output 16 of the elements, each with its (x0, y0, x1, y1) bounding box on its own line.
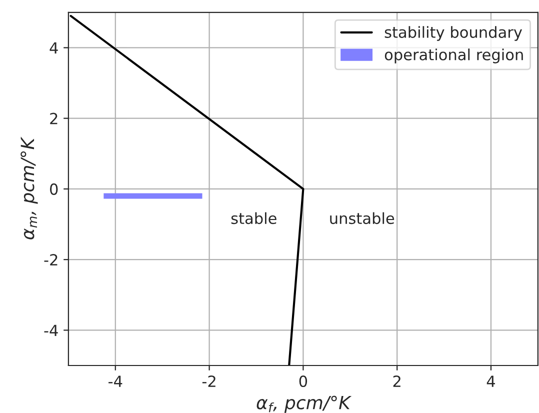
x-axis-title: α$_{f}$, pcm/°K (256, 396, 352, 413)
y-axis-title: α$_{m}$, pcm/°K (20, 136, 38, 240)
x-tick-label: 4 (486, 376, 495, 387)
legend-label: operational region (384, 48, 523, 64)
y-tick-label: -4 (44, 324, 58, 336)
x-tick-label: 0 (299, 375, 308, 388)
y-tick-label: -2 (44, 254, 58, 266)
x-tick-label: -2 (202, 375, 216, 387)
x-tick-label: 2 (393, 375, 400, 387)
legend-label: stability boundary (384, 26, 522, 41)
x-tick-label: -4 (108, 376, 122, 387)
annotation: unstable (330, 212, 394, 224)
y-tick-label: 4 (50, 42, 58, 54)
y-tick-label: 0 (50, 183, 58, 195)
annotation: stable (231, 212, 276, 224)
y-tick-label: 2 (50, 112, 58, 124)
